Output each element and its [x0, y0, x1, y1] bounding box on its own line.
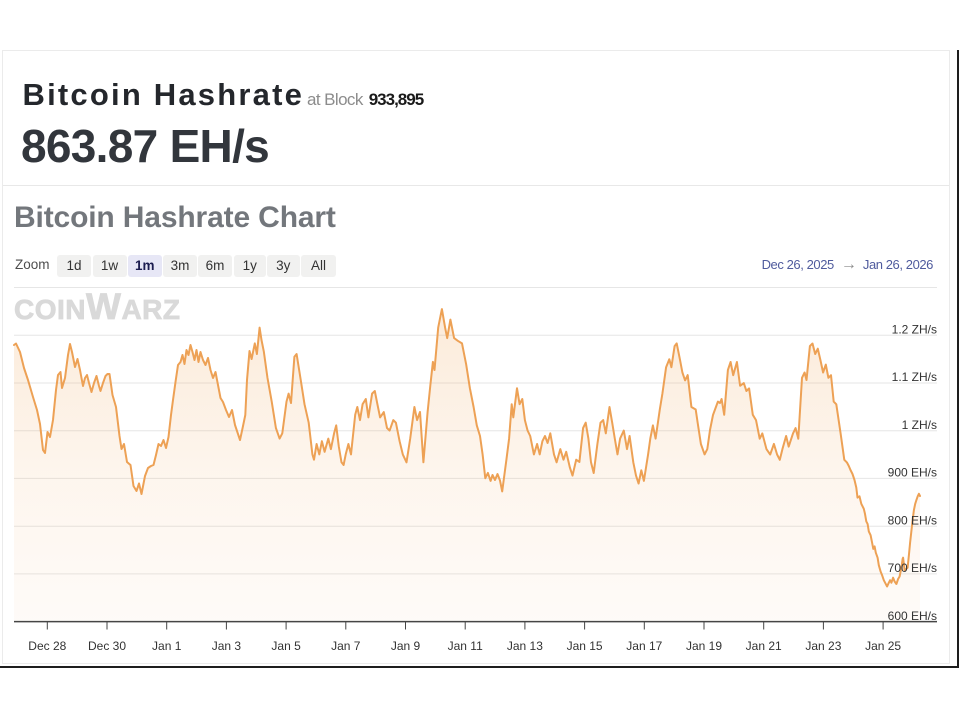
svg-text:Jan 9: Jan 9: [391, 639, 421, 653]
svg-text:Dec 30: Dec 30: [88, 639, 126, 653]
svg-text:Jan 5: Jan 5: [271, 639, 301, 653]
svg-text:Jan 23: Jan 23: [805, 639, 841, 653]
svg-text:Jan 7: Jan 7: [331, 639, 361, 653]
svg-text:Jan 25: Jan 25: [865, 639, 901, 653]
svg-text:Jan 1: Jan 1: [152, 639, 182, 653]
svg-text:1.1 ZH/s: 1.1 ZH/s: [892, 370, 937, 384]
svg-text:900 EH/s: 900 EH/s: [888, 466, 937, 480]
svg-text:Jan 17: Jan 17: [626, 639, 662, 653]
svg-text:Jan 21: Jan 21: [746, 639, 782, 653]
svg-text:1.2 ZH/s: 1.2 ZH/s: [892, 323, 937, 337]
svg-text:600 EH/s: 600 EH/s: [888, 609, 937, 623]
svg-text:Jan 3: Jan 3: [212, 639, 242, 653]
svg-text:700 EH/s: 700 EH/s: [888, 561, 937, 575]
svg-text:800 EH/s: 800 EH/s: [888, 513, 937, 527]
svg-text:Jan 11: Jan 11: [448, 639, 483, 653]
svg-text:1 ZH/s: 1 ZH/s: [902, 418, 937, 432]
svg-text:Dec 28: Dec 28: [28, 639, 66, 653]
svg-text:Jan 19: Jan 19: [686, 639, 722, 653]
svg-text:Jan 15: Jan 15: [567, 639, 603, 653]
svg-text:Jan 13: Jan 13: [507, 639, 543, 653]
